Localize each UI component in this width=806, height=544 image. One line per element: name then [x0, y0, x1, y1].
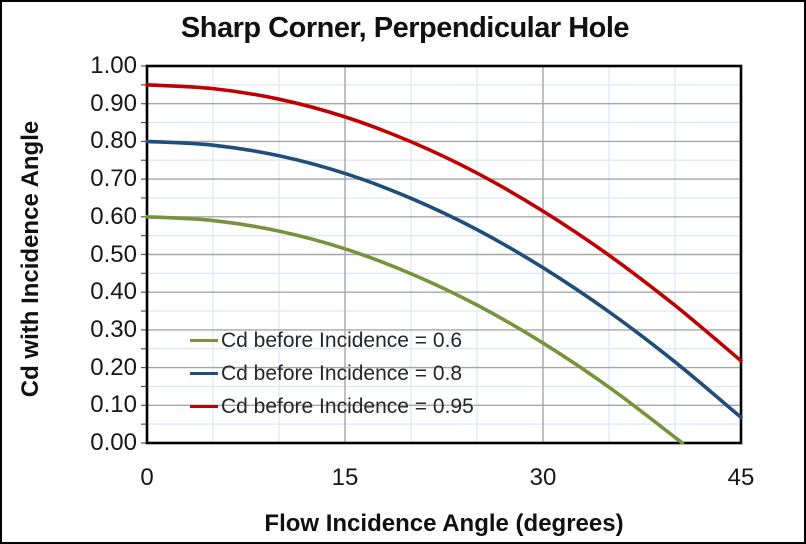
legend-row: Cd before Incidence = 0.8: [190, 357, 474, 390]
x-tick-label: 0: [140, 464, 154, 491]
legend-label: Cd before Incidence = 0.95: [221, 394, 474, 418]
y-tick-label: 0.40: [90, 278, 137, 306]
legend: Cd before Incidence = 0.6 Cd before Inci…: [190, 324, 474, 423]
series-curve-2: [145, 83, 743, 363]
y-tick-label: 0.70: [90, 165, 137, 193]
y-tick-label: 0.80: [90, 127, 137, 155]
y-tick-label: 1.00: [90, 52, 137, 79]
x-tick-label: 15: [331, 464, 359, 491]
y-tick-label: 0.90: [90, 89, 137, 117]
x-tick-label: 45: [727, 464, 755, 491]
chart-title: Sharp Corner, Perpendicular Hole: [180, 12, 630, 44]
legend-row: Cd before Incidence = 0.95: [190, 390, 474, 423]
y-tick-label: 0.50: [90, 240, 137, 268]
y-tick-label: 0.20: [90, 353, 137, 381]
legend-line-sample-icon: [190, 338, 218, 343]
y-tick-label: 0.00: [90, 429, 137, 456]
plot-border: [145, 64, 743, 445]
series-curve-0: [145, 215, 685, 444]
y-tick-label: 0.30: [90, 315, 137, 343]
x-tick-label: 30: [529, 464, 557, 491]
legend-line-sample-icon: [190, 404, 218, 409]
y-tick-label: 0.60: [90, 202, 137, 230]
series-curve-1: [145, 139, 743, 420]
x-axis-title: Flow Incidence Angle (degrees): [264, 510, 624, 537]
legend-row: Cd before Incidence = 0.6: [190, 324, 474, 357]
legend-label: Cd before Incidence = 0.6: [221, 328, 463, 352]
y-tick-label: 0.10: [90, 391, 137, 419]
legend-label: Cd before Incidence = 0.8: [221, 361, 463, 385]
legend-line-sample-icon: [190, 371, 218, 376]
